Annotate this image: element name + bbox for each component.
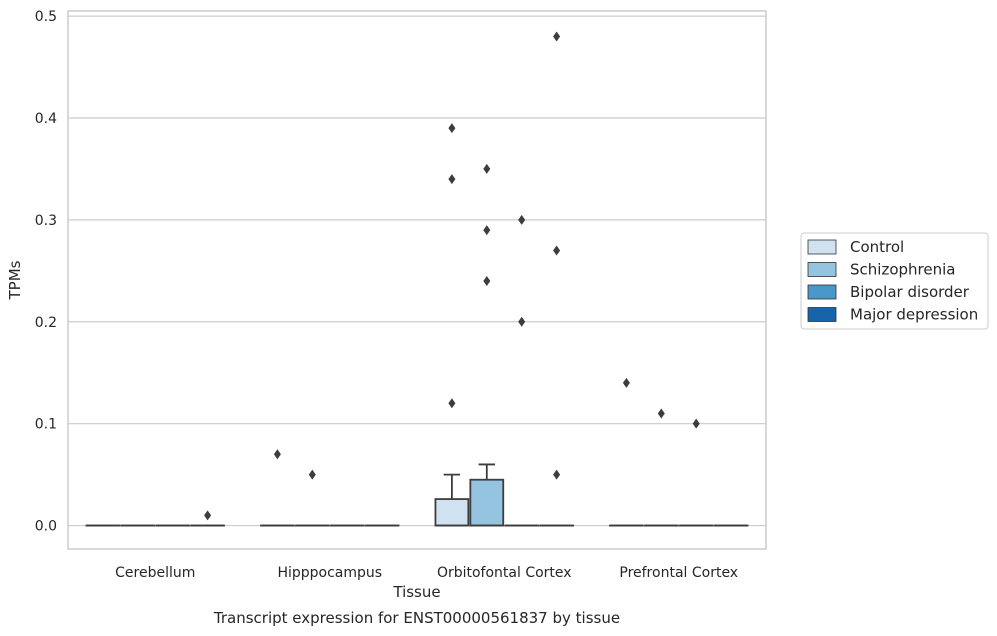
box-control	[260, 449, 295, 527]
gridlines	[68, 15, 766, 527]
legend-label: Bipolar disorder	[850, 283, 970, 301]
y-axis-label: TPMs	[6, 260, 24, 300]
box-control	[434, 123, 470, 527]
y-tick-labels: 0.0 0.1 0.2 0.3 0.4 0.5	[35, 9, 57, 534]
legend-label: Schizophrenia	[850, 261, 955, 279]
y-tick-label: 0.2	[35, 315, 57, 331]
x-tick-label: Prefrontal Cortex	[619, 565, 738, 581]
outlier-point	[518, 214, 526, 225]
legend-swatch	[807, 262, 837, 277]
y-tick-label: 0.1	[35, 417, 57, 433]
box-schizophrenia	[469, 163, 505, 527]
outlier-point	[553, 245, 561, 256]
box-schizophrenia	[643, 408, 679, 527]
y-tick-label: 0.5	[35, 9, 57, 25]
outlier-point	[273, 449, 281, 460]
legend-swatch	[807, 284, 837, 300]
x-tick-label: Orbitofontal Cortex	[437, 565, 572, 581]
box-bipolar-disorder	[678, 418, 714, 527]
plot-frame	[67, 10, 767, 550]
outlier-point	[692, 418, 700, 429]
box-groups	[85, 31, 749, 527]
outlier-point	[204, 510, 212, 521]
box-body	[469, 478, 505, 527]
outlier-point	[553, 469, 561, 480]
outlier-point	[622, 377, 630, 388]
outlier-point	[483, 163, 491, 174]
outlier-point	[448, 123, 456, 134]
outlier-point	[483, 276, 491, 287]
x-tick-labels: Cerebellum Hipppocampus Orbitofontal Corte…	[115, 565, 738, 581]
legend: Control Schizophrenia Bipolar disorder Majo…	[800, 232, 989, 330]
y-tick-label: 0.3	[35, 213, 57, 229]
legend-label: Control	[850, 238, 904, 256]
outlier-point	[657, 408, 665, 419]
y-tick-label: 0.0	[35, 519, 57, 535]
y-tick-label: 0.4	[35, 111, 57, 127]
x-axis-label: Tissue	[392, 583, 440, 601]
outlier-point	[553, 31, 561, 42]
legend-swatch	[807, 307, 837, 322]
outlier-point	[448, 398, 456, 409]
box-major-depression	[539, 31, 574, 527]
x-tick-label: Hipppocampus	[277, 565, 382, 581]
box-body	[434, 498, 470, 527]
outlier-point	[518, 316, 526, 327]
box-major-depression	[190, 510, 225, 527]
x-tick-label: Cerebellum	[115, 565, 195, 581]
outlier-point	[448, 174, 456, 185]
legend-frame	[800, 232, 989, 330]
box-control	[609, 377, 644, 527]
legend-swatch	[807, 239, 837, 255]
box-schizophrenia	[294, 469, 330, 527]
box-bipolar-disorder	[504, 214, 540, 527]
outlier-point	[308, 469, 316, 480]
outlier-point	[483, 225, 491, 236]
chart-title: Transcript expression for ENST0000056183…	[213, 609, 620, 627]
legend-label: Major depression	[850, 306, 978, 324]
